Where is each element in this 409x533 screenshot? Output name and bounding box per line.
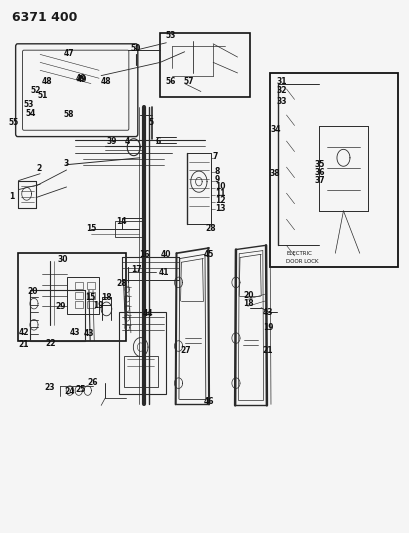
Text: 33: 33 <box>276 96 286 106</box>
Text: 57: 57 <box>183 77 194 86</box>
Bar <box>74 282 83 289</box>
Text: 18: 18 <box>101 293 111 302</box>
Text: 19: 19 <box>93 301 103 310</box>
Text: 49: 49 <box>76 75 87 84</box>
Text: 53: 53 <box>24 100 34 109</box>
Bar <box>87 282 95 289</box>
Text: 24: 24 <box>64 387 75 396</box>
Text: 48: 48 <box>101 77 112 86</box>
Text: 58: 58 <box>63 110 74 119</box>
Text: 37: 37 <box>314 176 325 185</box>
Bar <box>270 73 398 266</box>
Text: 27: 27 <box>180 346 191 355</box>
Text: 29: 29 <box>55 302 65 311</box>
Text: 56: 56 <box>166 77 176 86</box>
Text: 51: 51 <box>37 91 47 100</box>
Text: 20: 20 <box>28 287 38 296</box>
Bar <box>74 292 83 299</box>
Text: 53: 53 <box>165 31 175 41</box>
Text: 42: 42 <box>18 328 29 337</box>
Text: 43: 43 <box>70 328 80 337</box>
Text: 8: 8 <box>214 166 220 175</box>
Text: 19: 19 <box>262 323 273 332</box>
Text: 28: 28 <box>116 279 127 288</box>
Text: 34: 34 <box>270 125 281 134</box>
Bar <box>66 277 99 314</box>
Text: 22: 22 <box>45 339 56 348</box>
Text: 18: 18 <box>243 299 253 308</box>
Text: 5: 5 <box>148 118 153 127</box>
Text: 25: 25 <box>75 385 85 394</box>
Text: 16: 16 <box>139 250 149 259</box>
Text: 13: 13 <box>214 204 225 213</box>
Text: 12: 12 <box>214 196 225 205</box>
Text: 41: 41 <box>158 268 169 277</box>
Text: 32: 32 <box>276 86 286 95</box>
Bar <box>18 253 125 341</box>
Text: 10: 10 <box>214 182 225 191</box>
Text: 15: 15 <box>86 224 96 233</box>
Text: 54: 54 <box>25 109 35 118</box>
Text: 31: 31 <box>276 77 286 86</box>
Text: 17: 17 <box>130 265 141 274</box>
Text: 38: 38 <box>269 169 279 178</box>
Text: 9: 9 <box>214 174 220 183</box>
Text: 44: 44 <box>143 309 153 318</box>
Text: 23: 23 <box>44 383 54 392</box>
Text: 3: 3 <box>63 159 68 167</box>
Text: 55: 55 <box>9 118 19 127</box>
Text: 26: 26 <box>88 377 98 386</box>
Text: 1: 1 <box>9 192 14 201</box>
Text: 6: 6 <box>155 137 160 146</box>
Text: 21: 21 <box>262 346 273 355</box>
Text: 30: 30 <box>57 255 68 264</box>
Text: 28: 28 <box>205 224 216 233</box>
Text: 49: 49 <box>76 74 86 83</box>
Bar <box>123 356 158 387</box>
Text: 21: 21 <box>18 341 29 350</box>
Text: 11: 11 <box>214 189 225 198</box>
Text: DOOR LOCK: DOOR LOCK <box>286 259 318 264</box>
Text: 35: 35 <box>314 160 324 169</box>
Text: 40: 40 <box>160 250 170 259</box>
Text: 14: 14 <box>116 217 127 226</box>
Text: 20: 20 <box>243 291 253 300</box>
Text: 43: 43 <box>83 329 94 338</box>
Text: 50: 50 <box>130 44 140 53</box>
Bar <box>87 292 95 299</box>
Text: 47: 47 <box>63 49 74 58</box>
Text: 43: 43 <box>262 308 273 317</box>
Bar <box>119 312 166 394</box>
Text: 45: 45 <box>203 250 213 259</box>
Bar <box>115 221 144 237</box>
Text: 48: 48 <box>42 77 53 86</box>
Bar <box>74 302 83 309</box>
Text: 4: 4 <box>124 138 129 147</box>
Text: 39: 39 <box>106 138 117 147</box>
Text: 15: 15 <box>85 293 95 302</box>
Text: 36: 36 <box>314 167 325 176</box>
Text: 2: 2 <box>36 164 42 173</box>
Bar <box>160 33 249 97</box>
Text: 7: 7 <box>212 152 217 161</box>
Text: 46: 46 <box>204 397 214 406</box>
Text: 6371 400: 6371 400 <box>11 11 77 24</box>
Text: ELECTRIC: ELECTRIC <box>286 251 312 256</box>
Bar <box>87 302 95 309</box>
Text: 52: 52 <box>31 86 41 95</box>
